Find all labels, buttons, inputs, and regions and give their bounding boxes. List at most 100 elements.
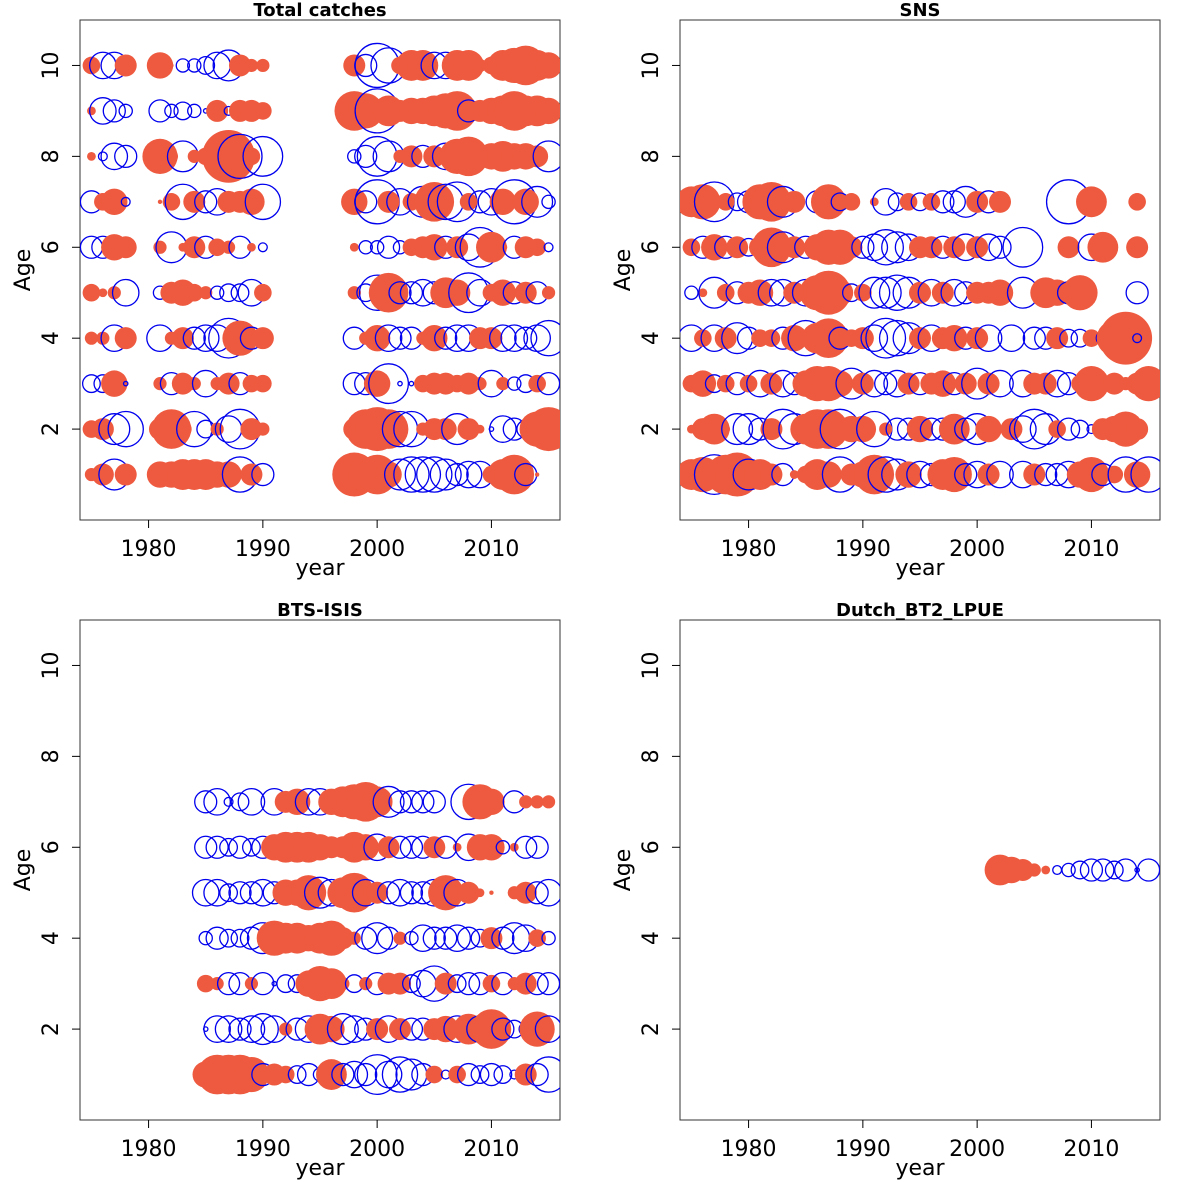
bubble-negative [867,229,904,266]
bubble-negative [217,133,263,180]
bubble-negative [356,1054,398,1095]
bubble-positive [238,188,265,216]
bubble-positive [361,786,393,818]
bubble-negative [203,878,231,907]
bubble-positive [98,288,108,298]
x-axis-label: year [295,1156,345,1181]
bubble-negative [541,194,556,210]
bubble-positive [283,788,311,816]
bubble-negative [997,324,1026,353]
bubble-negative [354,1062,378,1087]
bubble-negative [374,324,403,353]
bubble-negative [530,1056,560,1093]
bubble-negative [102,99,126,123]
bubble-negative [1070,419,1090,439]
bubble-positive [535,97,560,125]
bubble-negative [860,369,889,398]
bubble-positive [478,834,505,861]
bubble-positive [475,424,485,434]
bubble-positive [526,407,560,452]
bubble-negative [399,281,424,305]
bubble-negative [401,974,421,994]
bubble-negative [988,235,1012,259]
bubble-positive [169,63,174,68]
bubble-positive [931,281,954,304]
x-tick-label: 2010 [463,1137,519,1162]
bubble-positive [423,145,446,168]
bubble-negative [865,317,907,359]
bubble-positive [909,327,931,350]
bubble-positive [290,875,327,911]
bubble-positive [174,420,192,438]
bubble-positive [716,193,735,211]
bubble-negative [107,410,144,448]
bubble-negative [507,376,522,391]
bubble-negative [1052,864,1063,876]
bubble-negative [354,144,378,169]
bubble-negative [534,1015,560,1043]
bubble-positive [242,147,261,166]
x-tick-label: 2010 [1063,537,1119,562]
bubble-negative [954,462,978,487]
bubble-negative [411,790,435,814]
bubble-negative [251,462,275,487]
bubble-negative [361,922,394,955]
bubble-positive [247,242,256,252]
panel-1: SNS 1980 1990 2000 2010 2 4 6 8 10 year Age [611,0,1161,581]
bubble-negative [214,1015,243,1043]
bubble-negative [122,380,129,387]
bubble-positive [1082,329,1101,347]
bubble-positive [389,972,411,995]
bubble-negative [219,837,239,857]
bubble-positive [489,188,517,216]
x-tick-label: 1990 [835,537,891,562]
bubble-positive [318,1015,345,1043]
bubble-positive [202,129,255,183]
bubble-negative [399,790,424,814]
bubble-negative [242,135,284,177]
bubble-negative [194,835,218,859]
bubble-positive [375,461,402,488]
bubble-positive [114,327,137,350]
bubble-negative [388,326,412,350]
bubble-negative [1125,281,1149,305]
bubble-positive [425,1065,444,1084]
bubble-positive [352,834,379,861]
bubble-positive [457,372,480,395]
bubble-negative [374,1060,403,1089]
x-tick-label: 1990 [835,1137,891,1162]
bubble-negative [454,460,483,489]
y-tick-label: 2 [39,1022,64,1036]
y-tick-label: 10 [39,51,64,79]
bubble-positive [475,888,485,898]
bubble-negative [399,835,424,859]
y-tick-label: 8 [639,149,664,163]
bubble-negative [536,971,560,996]
bubble-positive [528,238,546,257]
bubble-negative [1022,326,1046,350]
x-tick-label: 2000 [349,1137,405,1162]
bubble-positive [1041,865,1051,875]
bubble-positive [1057,236,1080,259]
bubble-positive [240,418,263,441]
bubble-positive [215,461,242,488]
bubble-negative [931,190,955,214]
bubble-negative [1079,858,1104,882]
bubble-negative [456,926,481,950]
bubble-negative [388,835,412,859]
bubble-negative [422,926,446,950]
bubble-positive [689,370,717,397]
bubble-positive [101,370,128,397]
bubble-negative [521,185,554,218]
bubble-negative [194,790,218,814]
bubble-positive [842,193,861,211]
bubble-positive [698,288,708,298]
bubble-positive [826,279,854,306]
bubble-positive [478,788,505,816]
bubble-negative [209,285,225,300]
bubble-positive [446,236,469,259]
x-tick-label: 2000 [349,537,405,562]
bubble-positive [714,327,737,350]
bubble-positive [739,374,758,393]
